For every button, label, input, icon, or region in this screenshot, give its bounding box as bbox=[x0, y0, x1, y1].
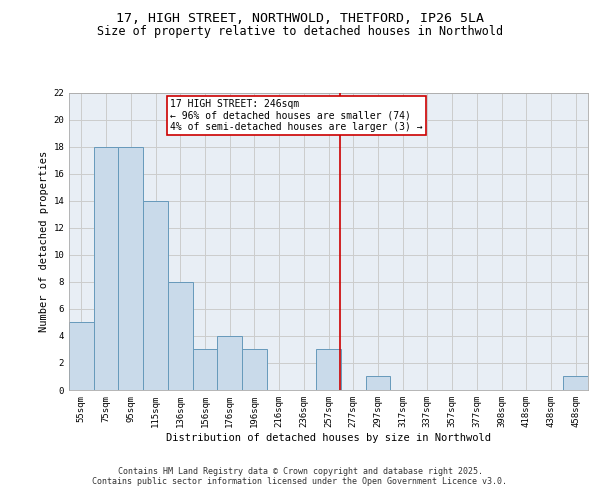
Bar bbox=[143, 200, 168, 390]
Text: Size of property relative to detached houses in Northwold: Size of property relative to detached ho… bbox=[97, 25, 503, 38]
Text: 17, HIGH STREET, NORTHWOLD, THETFORD, IP26 5LA: 17, HIGH STREET, NORTHWOLD, THETFORD, IP… bbox=[116, 12, 484, 26]
Bar bbox=[118, 146, 143, 390]
Bar bbox=[168, 282, 193, 390]
X-axis label: Distribution of detached houses by size in Northwold: Distribution of detached houses by size … bbox=[166, 432, 491, 442]
Text: Contains public sector information licensed under the Open Government Licence v3: Contains public sector information licen… bbox=[92, 477, 508, 486]
Bar bbox=[217, 336, 242, 390]
Text: 17 HIGH STREET: 246sqm
← 96% of detached houses are smaller (74)
4% of semi-deta: 17 HIGH STREET: 246sqm ← 96% of detached… bbox=[170, 100, 423, 132]
Bar bbox=[563, 376, 588, 390]
Y-axis label: Number of detached properties: Number of detached properties bbox=[39, 150, 49, 332]
Bar bbox=[69, 322, 94, 390]
Bar bbox=[316, 350, 341, 390]
Bar bbox=[193, 350, 217, 390]
Bar bbox=[242, 350, 267, 390]
Bar bbox=[94, 146, 118, 390]
Text: Contains HM Land Registry data © Crown copyright and database right 2025.: Contains HM Land Registry data © Crown c… bbox=[118, 467, 482, 476]
Bar bbox=[365, 376, 390, 390]
